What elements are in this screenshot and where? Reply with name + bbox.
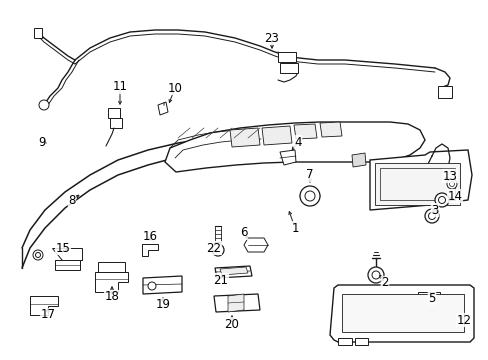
Text: 9: 9 (38, 136, 46, 149)
Polygon shape (354, 338, 367, 345)
Polygon shape (52, 248, 82, 268)
Bar (341, 294, 463, 332)
Text: 10: 10 (167, 81, 182, 94)
Polygon shape (215, 266, 251, 278)
Polygon shape (293, 124, 316, 139)
Circle shape (367, 267, 383, 283)
Circle shape (305, 191, 314, 201)
Text: 12: 12 (456, 314, 470, 327)
Polygon shape (262, 126, 291, 145)
Text: 8: 8 (68, 194, 76, 207)
Text: 4: 4 (294, 135, 301, 148)
Polygon shape (142, 244, 158, 256)
Text: 7: 7 (305, 168, 313, 181)
Text: 6: 6 (240, 226, 247, 239)
Polygon shape (108, 108, 120, 118)
Circle shape (36, 252, 41, 257)
Polygon shape (329, 285, 473, 342)
Polygon shape (299, 187, 319, 205)
Circle shape (446, 179, 456, 189)
Polygon shape (247, 136, 269, 148)
Text: 22: 22 (206, 242, 221, 255)
Polygon shape (98, 262, 125, 272)
Text: 13: 13 (442, 170, 456, 183)
Circle shape (33, 250, 43, 260)
Text: 14: 14 (447, 189, 462, 202)
Polygon shape (95, 272, 128, 292)
Polygon shape (158, 102, 168, 115)
Text: 16: 16 (142, 230, 157, 243)
Polygon shape (55, 260, 80, 270)
Polygon shape (278, 52, 295, 62)
Polygon shape (227, 294, 244, 312)
Circle shape (299, 186, 319, 206)
Circle shape (438, 197, 445, 203)
Text: 21: 21 (213, 274, 228, 287)
Text: 3: 3 (430, 203, 438, 216)
Polygon shape (164, 122, 424, 172)
Polygon shape (220, 267, 247, 275)
Text: 5: 5 (427, 292, 435, 305)
Polygon shape (351, 153, 365, 167)
Text: 2: 2 (381, 276, 388, 289)
Circle shape (212, 244, 224, 256)
Text: 1: 1 (291, 221, 298, 234)
Text: 20: 20 (224, 318, 239, 330)
Circle shape (148, 282, 156, 290)
Bar (379, 168, 454, 200)
Polygon shape (214, 294, 260, 312)
Text: 17: 17 (41, 309, 55, 321)
Polygon shape (244, 238, 267, 252)
Polygon shape (437, 86, 451, 98)
Polygon shape (280, 63, 297, 73)
Text: 19: 19 (155, 298, 170, 311)
Circle shape (371, 271, 379, 279)
Polygon shape (30, 296, 58, 315)
Polygon shape (142, 276, 182, 294)
Circle shape (39, 100, 49, 110)
Polygon shape (337, 338, 351, 345)
Circle shape (434, 193, 448, 207)
Text: 18: 18 (104, 291, 119, 303)
Polygon shape (229, 128, 260, 147)
Circle shape (424, 209, 438, 223)
Polygon shape (280, 150, 295, 165)
Circle shape (427, 212, 435, 220)
Text: 11: 11 (112, 81, 127, 94)
Text: 23: 23 (264, 31, 279, 45)
Polygon shape (110, 118, 122, 128)
Polygon shape (417, 292, 439, 300)
Text: 15: 15 (56, 242, 70, 255)
Polygon shape (319, 122, 341, 137)
Bar (374, 163, 459, 205)
Polygon shape (34, 28, 42, 38)
Polygon shape (369, 150, 471, 210)
